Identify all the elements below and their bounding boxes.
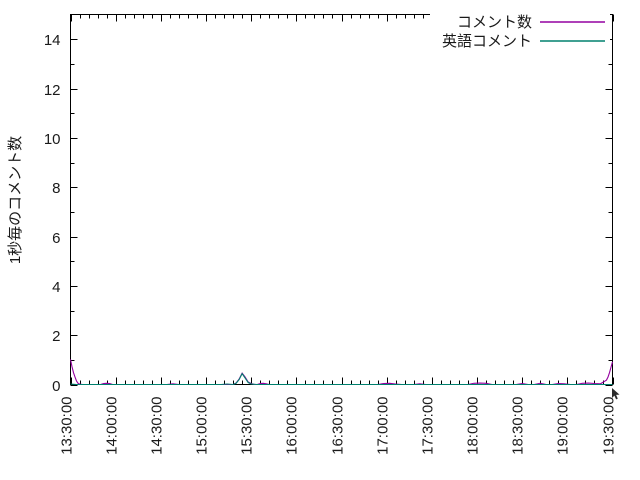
- mouse-pointer-icon: [612, 388, 620, 400]
- x-tick-label: 19:00:00: [555, 397, 572, 455]
- y-tick-label: 8: [52, 180, 60, 197]
- y-axis-title: 1秒毎のコメント数: [7, 136, 24, 264]
- y-tick-label: 14: [44, 32, 61, 49]
- y-axis-ticks: 0 2 4 6 8 10 12 14: [44, 32, 613, 395]
- y-tick-label: 2: [52, 328, 60, 345]
- plot-frame: [69, 13, 614, 386]
- x-tick-label: 14:30:00: [149, 397, 166, 455]
- series-line-2: [70, 372, 613, 386]
- x-tick-label: 13:30:00: [59, 397, 76, 455]
- x-tick-label: 16:00:00: [284, 397, 301, 455]
- x-tick-label: 15:00:00: [194, 397, 211, 455]
- data-series-group: [69, 359, 614, 386]
- legend-label-2: 英語コメント: [442, 32, 532, 50]
- y-tick-label: 6: [52, 230, 60, 247]
- x-tick-label: 19:30:00: [601, 397, 618, 455]
- legend-label-1: コメント数: [457, 14, 532, 31]
- x-tick-label: 18:00:00: [465, 397, 482, 455]
- x-axis-ticks: 13:30:00 14:00:00 14:30:00 15:00:00 15:30:00…: [59, 14, 618, 455]
- x-tick-label: 14:00:00: [104, 397, 121, 455]
- x-tick-label: 17:30:00: [420, 397, 437, 455]
- y-tick-label: 10: [44, 131, 61, 148]
- x-tick-label: 15:30:00: [239, 397, 256, 455]
- legend-row-background: [430, 13, 610, 31]
- y-tick-label: 4: [52, 279, 60, 296]
- y-tick-label: 12: [44, 82, 61, 99]
- x-tick-label: 16:30:00: [330, 397, 347, 455]
- x-tick-label: 17:00:00: [375, 397, 392, 455]
- y-tick-label: 0: [52, 378, 60, 395]
- legend-row-background: [430, 32, 610, 50]
- x-tick-label: 18:30:00: [510, 397, 527, 455]
